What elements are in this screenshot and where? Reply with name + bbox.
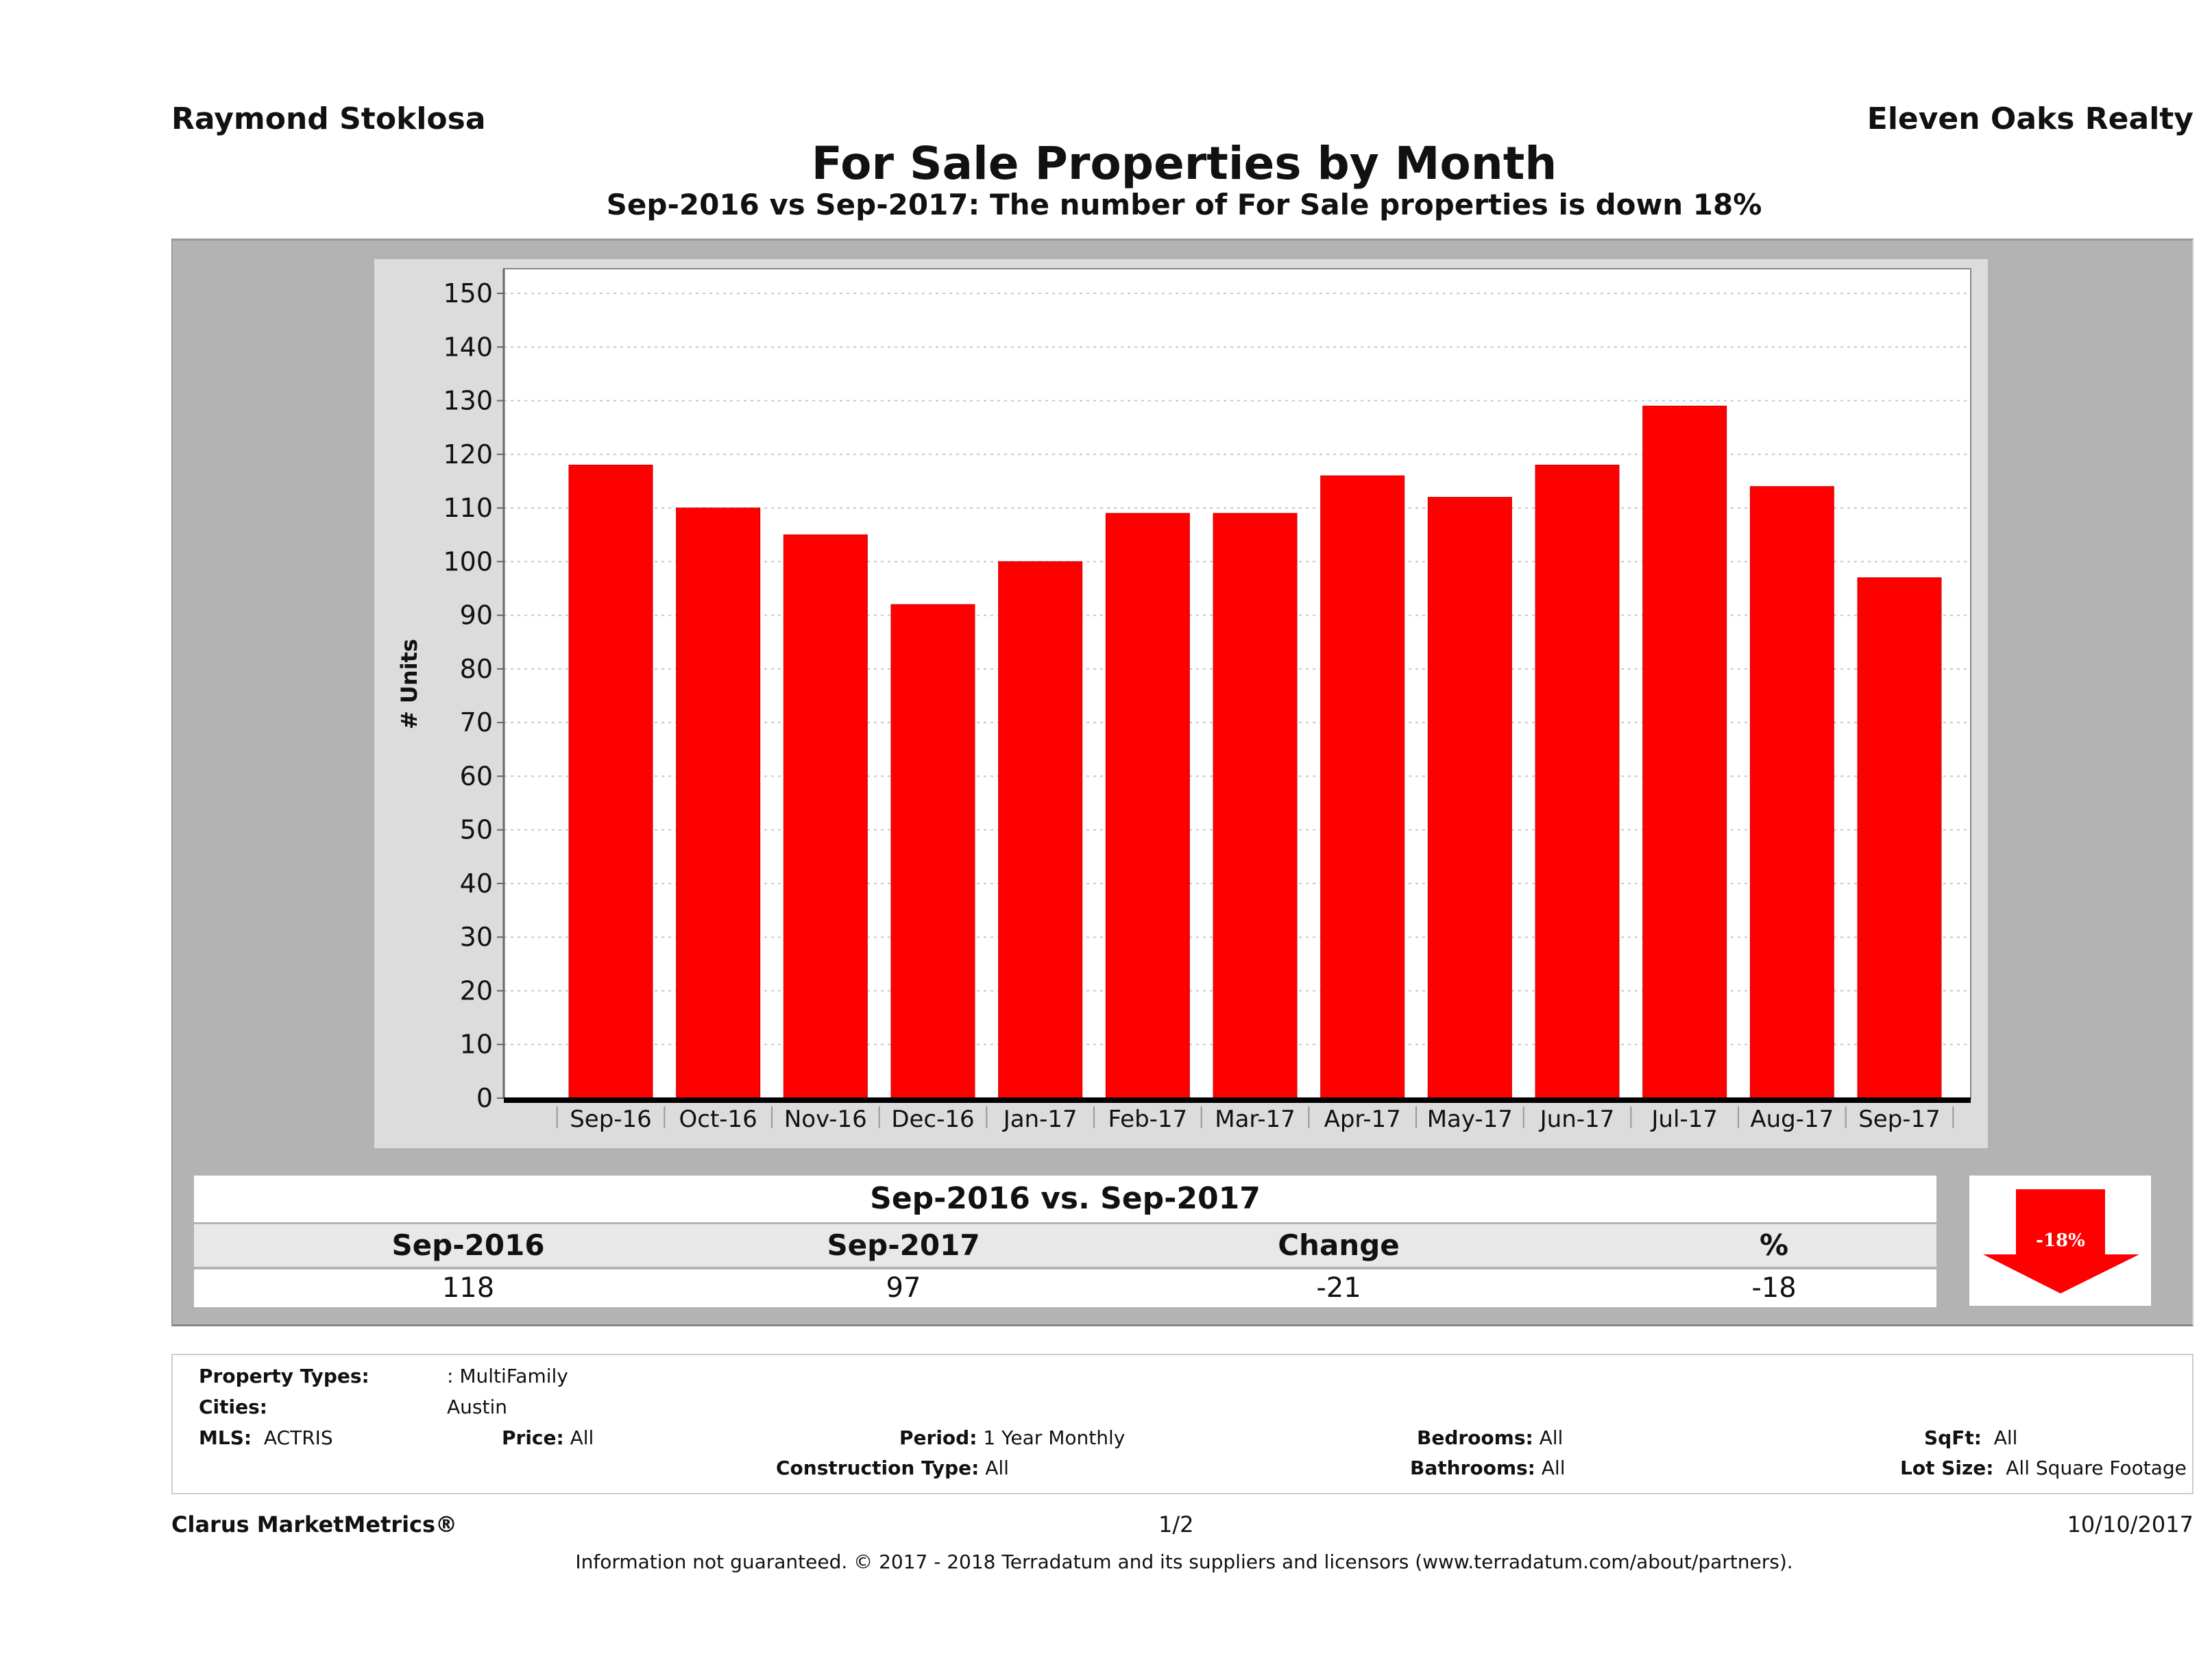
- x-tick-label: Jan-17: [1002, 1106, 1078, 1133]
- y-axis-label: # Units: [396, 639, 422, 729]
- summary-title: Sep-2016 vs. Sep-2017: [194, 1176, 1936, 1222]
- change-badge: -18%: [1969, 1176, 2151, 1306]
- report-title: For Sale Properties by Month: [811, 137, 1557, 190]
- filter-lot-size: Lot Size: All Square Footage: [1900, 1457, 2187, 1479]
- bar-jun-17: [1535, 464, 1620, 1099]
- page-number: 1/2: [1158, 1511, 1194, 1537]
- x-tick-label: Sep-17: [1858, 1106, 1941, 1133]
- x-tick-label: Jun-17: [1539, 1106, 1615, 1133]
- footer-brand: Clarus MarketMetrics®: [171, 1511, 458, 1537]
- summary-value-percent: -18: [1751, 1272, 1797, 1304]
- y-tick-label: 120: [443, 439, 493, 470]
- bar-feb-17: [1105, 513, 1190, 1099]
- y-tick-label: 30: [460, 922, 493, 952]
- x-tick-label: Apr-17: [1324, 1106, 1401, 1133]
- x-tick-label: Sep-16: [570, 1106, 652, 1133]
- x-tick-label: Jul-17: [1650, 1106, 1718, 1133]
- y-tick-label: 140: [443, 332, 493, 362]
- y-tick-label: 130: [443, 386, 493, 416]
- summary-header-end: Sep-2017: [827, 1228, 980, 1262]
- agent-name: Raymond Stoklosa: [171, 101, 486, 136]
- y-tick-label: 10: [460, 1030, 493, 1060]
- y-tick-label: 100: [443, 546, 493, 576]
- x-tick-label: May-17: [1427, 1106, 1513, 1133]
- bar-jan-17: [998, 561, 1083, 1099]
- filter-cities: Cities:: [199, 1396, 267, 1418]
- y-tick-label: 80: [460, 654, 493, 684]
- filter-sqft: SqFt: All: [1924, 1426, 2018, 1449]
- change-badge-label: -18%: [2036, 1230, 2085, 1251]
- bar-jul-17: [1642, 405, 1727, 1099]
- x-tick-label: Nov-16: [784, 1106, 867, 1133]
- filter-construction-type: Construction Type: All: [776, 1457, 1009, 1479]
- summary-header-percent: %: [1759, 1228, 1789, 1262]
- report-date: 10/10/2017: [2067, 1511, 2193, 1537]
- x-tick-label: Oct-16: [679, 1106, 757, 1133]
- bars: [568, 405, 1942, 1099]
- summary-header-row: Sep-2016 Sep-2017 Change %: [194, 1224, 1936, 1267]
- report-subtitle: Sep-2016 vs Sep-2017: The number of For …: [606, 188, 1762, 221]
- summary-value-change: -21: [1316, 1272, 1361, 1304]
- filter-period: Period: 1 Year Monthly: [899, 1426, 1126, 1449]
- summary-header-change: Change: [1278, 1228, 1400, 1262]
- x-tick-label: Aug-17: [1750, 1106, 1834, 1133]
- filter-property-types-value: : MultiFamily: [447, 1365, 568, 1387]
- bar-may-17: [1427, 496, 1512, 1099]
- filter-cities-value: Austin: [447, 1396, 507, 1418]
- filter-property-types: Property Types:: [199, 1365, 369, 1387]
- axes: 0 10 20 30 40 50 60 70 80 90 100 110 120 130 140 150 Sep…: [443, 269, 1971, 1133]
- disclaimer: Information not guaranteed. © 2017 - 201…: [575, 1551, 1793, 1573]
- x-tick-label: Dec-16: [891, 1106, 974, 1133]
- filter-bedrooms: Bedrooms: All: [1417, 1426, 1564, 1449]
- y-tick-label: 40: [460, 868, 493, 899]
- down-arrow-icon: -18%: [1983, 1189, 2139, 1293]
- summary-value-end: 97: [886, 1272, 921, 1304]
- y-tick-label: 150: [443, 278, 493, 308]
- summary-header-start: Sep-2016: [391, 1228, 545, 1262]
- chart-panel: 0 10 20 30 40 50 60 70 80 90 100 110 120 130 140 150 Sep…: [374, 259, 1988, 1148]
- y-tick-label: 90: [460, 600, 493, 631]
- filter-price: Price: All: [502, 1426, 594, 1449]
- bar-chart: 0 10 20 30 40 50 60 70 80 90 100 110 120 130 140 150 Sep…: [396, 268, 1971, 1133]
- bar-apr-17: [1320, 475, 1405, 1099]
- y-tick-label: 20: [460, 975, 493, 1006]
- bar-mar-17: [1213, 513, 1298, 1099]
- y-tick-label: 70: [460, 707, 493, 738]
- bar-nov-16: [783, 534, 868, 1099]
- x-tick-label: Mar-17: [1215, 1106, 1296, 1133]
- bar-sep-16: [568, 464, 653, 1099]
- bar-sep-17: [1857, 577, 1942, 1099]
- summary-value-row: 118 97 -21 -18: [194, 1269, 1936, 1307]
- y-tick-label: 0: [476, 1083, 493, 1113]
- bar-oct-16: [676, 507, 761, 1099]
- filter-mls: MLS: ACTRIS: [199, 1426, 333, 1449]
- y-tick-label: 110: [443, 493, 493, 523]
- y-tick-label: 50: [460, 815, 493, 845]
- company-name: Eleven Oaks Realty: [1867, 101, 2193, 136]
- bar-aug-17: [1749, 486, 1834, 1099]
- filter-criteria: Property Types: : MultiFamily Cities: Au…: [171, 1354, 2193, 1494]
- summary-value-start: 118: [441, 1272, 495, 1304]
- bar-dec-16: [890, 604, 975, 1099]
- y-tick-label: 60: [460, 761, 493, 791]
- x-tick-label: Feb-17: [1108, 1106, 1187, 1133]
- filter-bathrooms: Bathrooms: All: [1410, 1457, 1566, 1479]
